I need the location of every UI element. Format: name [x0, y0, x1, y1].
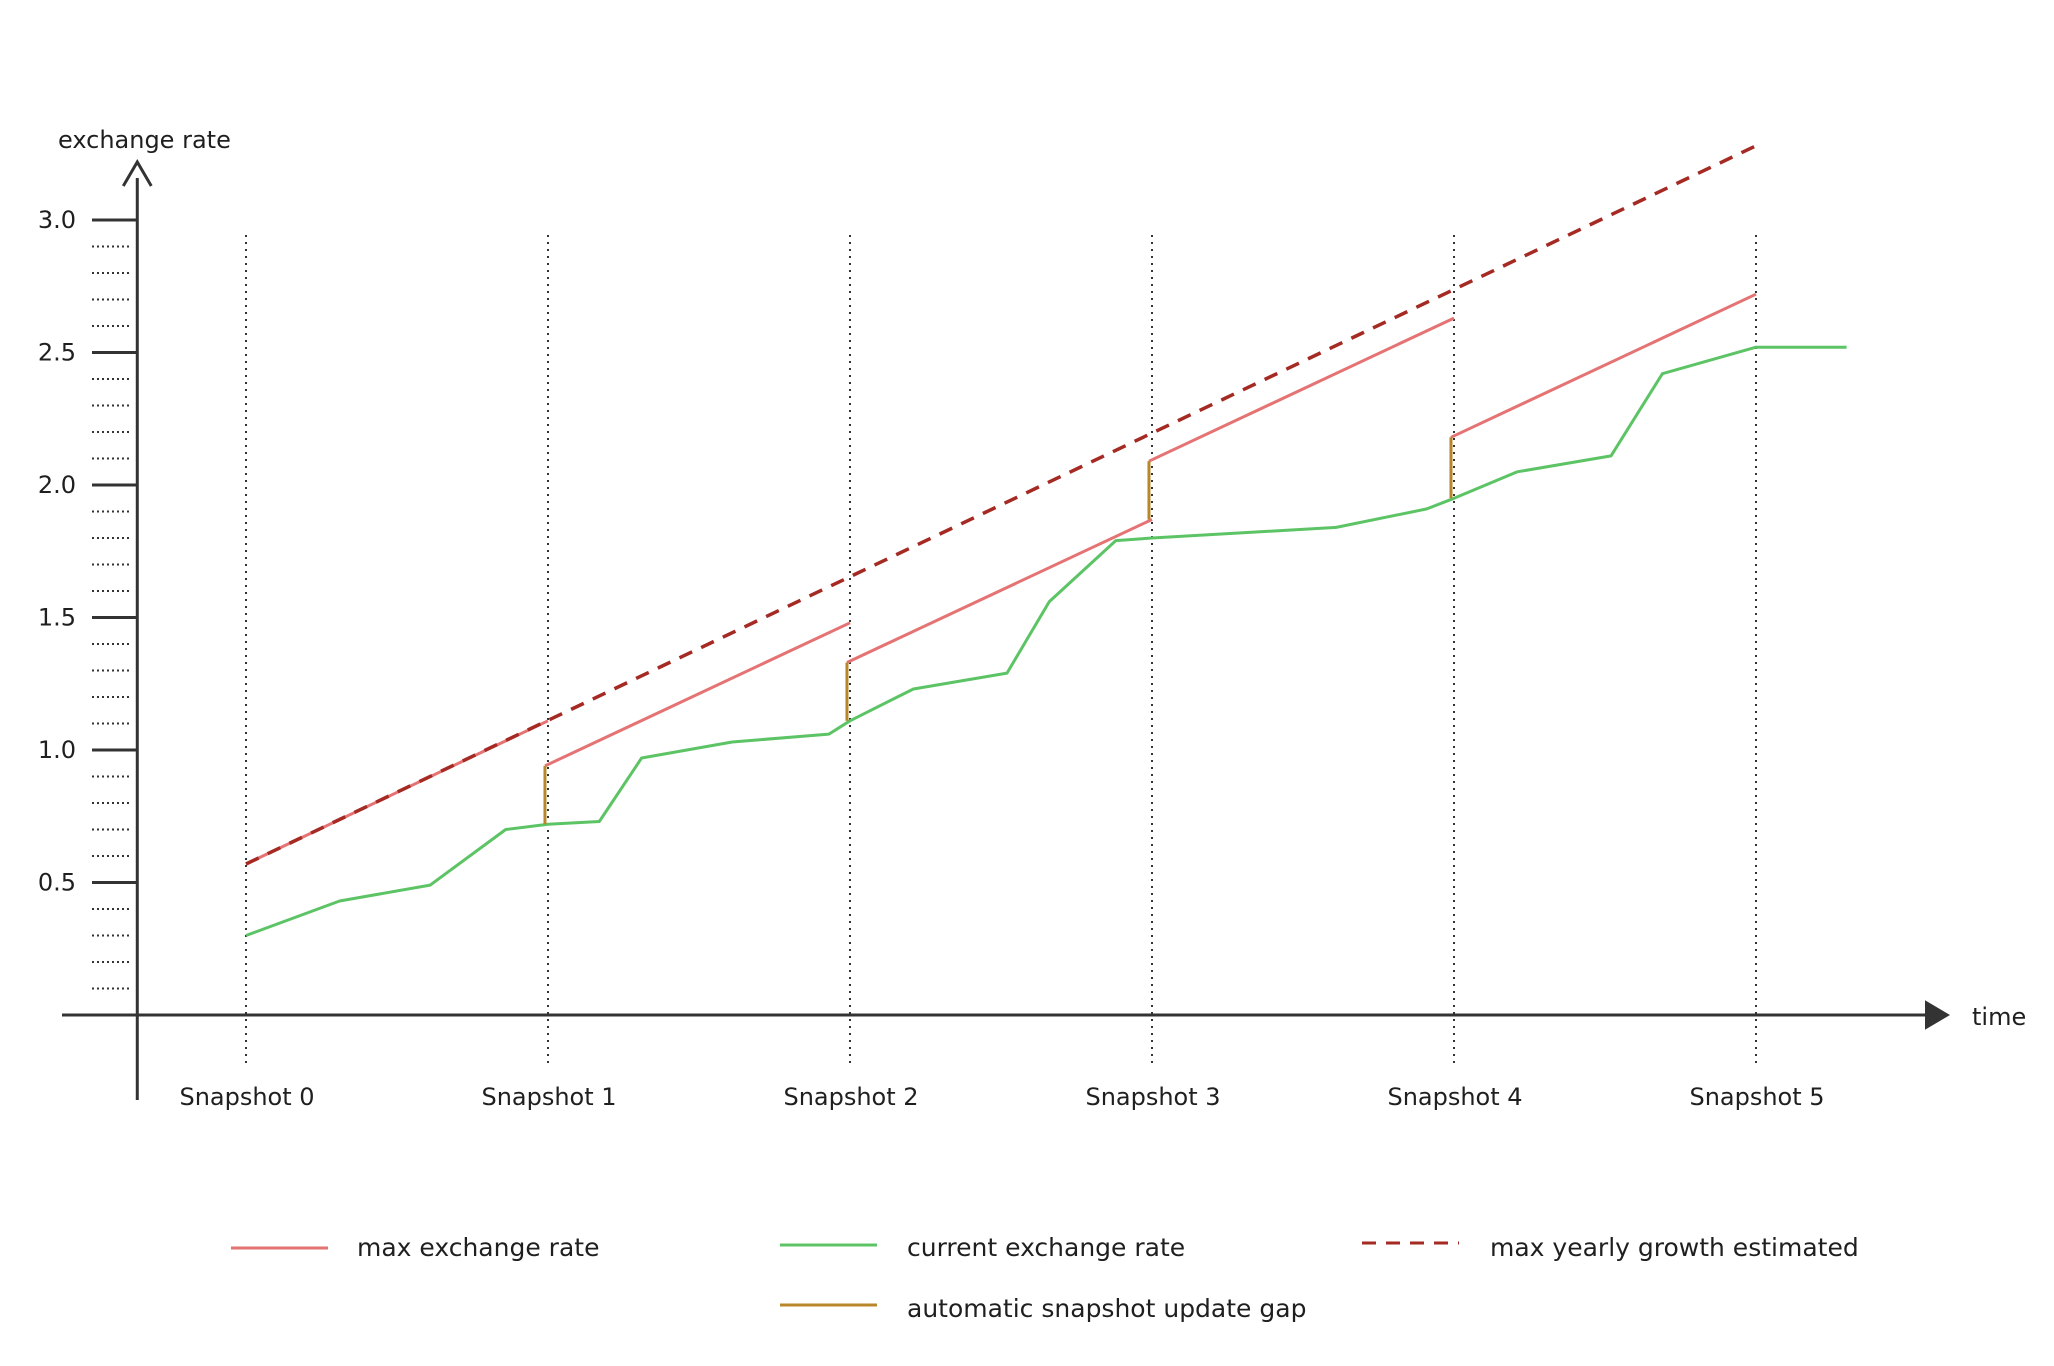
x-axis-title: time	[1972, 1003, 2026, 1031]
x-tick-label-3: Snapshot 3	[1085, 1083, 1220, 1111]
y-tick-label-1: 1.0	[38, 736, 76, 764]
max-exchange-rate-segment-1	[544, 621, 851, 768]
x-tick-label-4: Snapshot 4	[1387, 1083, 1522, 1111]
legend-label-current-exchange-rate: current exchange rate	[907, 1233, 1185, 1262]
y-tick-label-0: 0.5	[38, 869, 76, 897]
y-tick-label-2: 1.5	[38, 604, 76, 632]
x-tick-label-1: Snapshot 1	[481, 1083, 616, 1111]
max-yearly-growth-line	[245, 144, 1757, 866]
y-tick-label-3: 2.0	[38, 471, 76, 499]
max-exchange-rate-segment-3	[1148, 316, 1455, 463]
series-layer	[245, 144, 1847, 937]
y-tick-label-5: 3.0	[38, 206, 76, 234]
y-axis-title: exchange rate	[58, 126, 231, 154]
x-tick-label-0: Snapshot 0	[179, 1083, 314, 1111]
legend: max exchange rate current exchange rate …	[231, 1233, 1859, 1323]
legend-label-automatic-snapshot-update-gap: automatic snapshot update gap	[907, 1294, 1306, 1323]
x-tick-label-2: Snapshot 2	[783, 1083, 918, 1111]
y-tick-label-4: 2.5	[38, 339, 76, 367]
y-axis-arrow	[121, 159, 153, 187]
legend-label-max-yearly-growth-estimated: max yearly growth estimated	[1490, 1233, 1859, 1262]
x-axis-arrow	[1925, 1000, 1950, 1030]
x-tick-label-5: Snapshot 5	[1689, 1083, 1824, 1111]
max-exchange-rate-segment-4	[1450, 292, 1757, 439]
max-exchange-rate-segment-2	[846, 518, 1153, 664]
axis-layer: exchange rate time 0.5 1.0 1.5 2.0 2.5 3.0 Sna…	[38, 126, 2026, 1111]
legend-label-max-exchange-rate: max exchange rate	[357, 1233, 599, 1262]
current-exchange-rate-line	[245, 345, 1847, 937]
grid-layer	[92, 235, 1757, 1065]
